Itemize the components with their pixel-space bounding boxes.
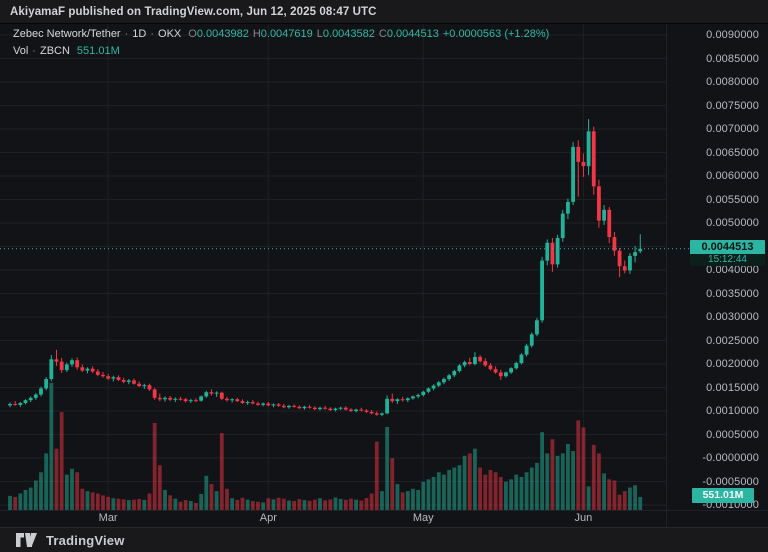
chart-background <box>0 24 768 527</box>
price-tick-label: 0.0060000 <box>706 170 759 182</box>
price-tick-label: 0.0010000 <box>706 405 759 417</box>
change-value: +0.0000563 (+1.28%) <box>442 27 550 40</box>
last-price-badge: 0.0044513 15:12:44 <box>690 240 765 266</box>
publish-banner-text: AkiyamaF published on TradingView.com, J… <box>10 5 377 18</box>
chart-legend: Zebec Network/Tether · 1D · OKX O 0.00439… <box>13 26 549 58</box>
time-tick-label: May <box>412 512 434 524</box>
open-value: 0.0043982 <box>196 27 249 40</box>
time-axis-border <box>0 510 768 511</box>
price-tick-label: 0.0020000 <box>706 358 759 370</box>
legend-ohlc-row: Zebec Network/Tether · 1D · OKX O 0.00439… <box>13 27 550 40</box>
low-label: L <box>316 27 323 40</box>
price-axis-border <box>666 24 667 527</box>
tradingview-logo-icon[interactable] <box>16 533 37 547</box>
price-tick-label: 0.0080000 <box>706 76 759 88</box>
price-axis: 0.0090000 0.0085000 0.0080000 0.0075000 0.00… <box>666 0 768 552</box>
price-tick-label: 0.0065000 <box>706 146 759 159</box>
tradingview-brand-text[interactable]: TradingView <box>46 532 125 548</box>
price-tick-label: 0.0050000 <box>706 217 759 229</box>
volume-bars <box>8 382 643 510</box>
price-tick-label: -0.0005000 <box>702 475 759 488</box>
price-tick-label: 0.0055000 <box>706 193 759 206</box>
last-price-value: 0.0044513 <box>690 240 765 254</box>
time-tick-label: Mar <box>98 512 118 524</box>
volume-value: 551.01M <box>76 44 120 57</box>
time-tick-label: Apr <box>259 512 277 524</box>
interval-label: 1D <box>132 27 147 40</box>
low-value: 0.0043582 <box>322 27 375 40</box>
price-tick-label: 0.0070000 <box>706 123 759 135</box>
high-label: H <box>252 27 261 40</box>
price-tick-label: 0.0025000 <box>706 334 759 347</box>
high-value: 0.0047619 <box>260 27 313 40</box>
candles <box>8 119 643 417</box>
legend-volume-row: Vol · ZBCN 551.01M <box>13 44 120 57</box>
publish-banner: AkiyamaF published on TradingView.com, J… <box>0 0 768 24</box>
price-tick-label: 0.0090000 <box>706 29 759 41</box>
footer-bar: TradingView <box>0 527 768 552</box>
price-tick-label: 0.0005000 <box>706 428 759 441</box>
grid-lines <box>0 24 666 510</box>
volume-value-badge: 551.01M <box>692 488 754 503</box>
price-tick-label: 0.0085000 <box>706 52 759 65</box>
price-tick-label: -0.0000000 <box>702 452 759 464</box>
exchange-label: OKX <box>158 27 182 40</box>
price-tick-label: 0.0040000 <box>706 264 759 276</box>
bar-countdown: 15:12:44 <box>690 254 765 266</box>
volume-symbol: ZBCN <box>39 44 70 57</box>
symbol-title: Zebec Network/Tether <box>13 27 121 40</box>
price-tick-label: 0.0030000 <box>706 311 759 323</box>
close-value: 0.0044513 <box>386 27 439 40</box>
volume-label: Vol <box>13 44 29 57</box>
price-tick-label: 0.0075000 <box>706 99 759 112</box>
price-tick-label: 0.0035000 <box>706 287 759 300</box>
price-tick-label: 0.0015000 <box>706 381 759 394</box>
time-tick-label: Jun <box>574 512 593 524</box>
open-label: O <box>188 27 197 40</box>
time-axis: Mar Apr May Jun <box>0 511 768 527</box>
close-label: C <box>378 27 387 40</box>
